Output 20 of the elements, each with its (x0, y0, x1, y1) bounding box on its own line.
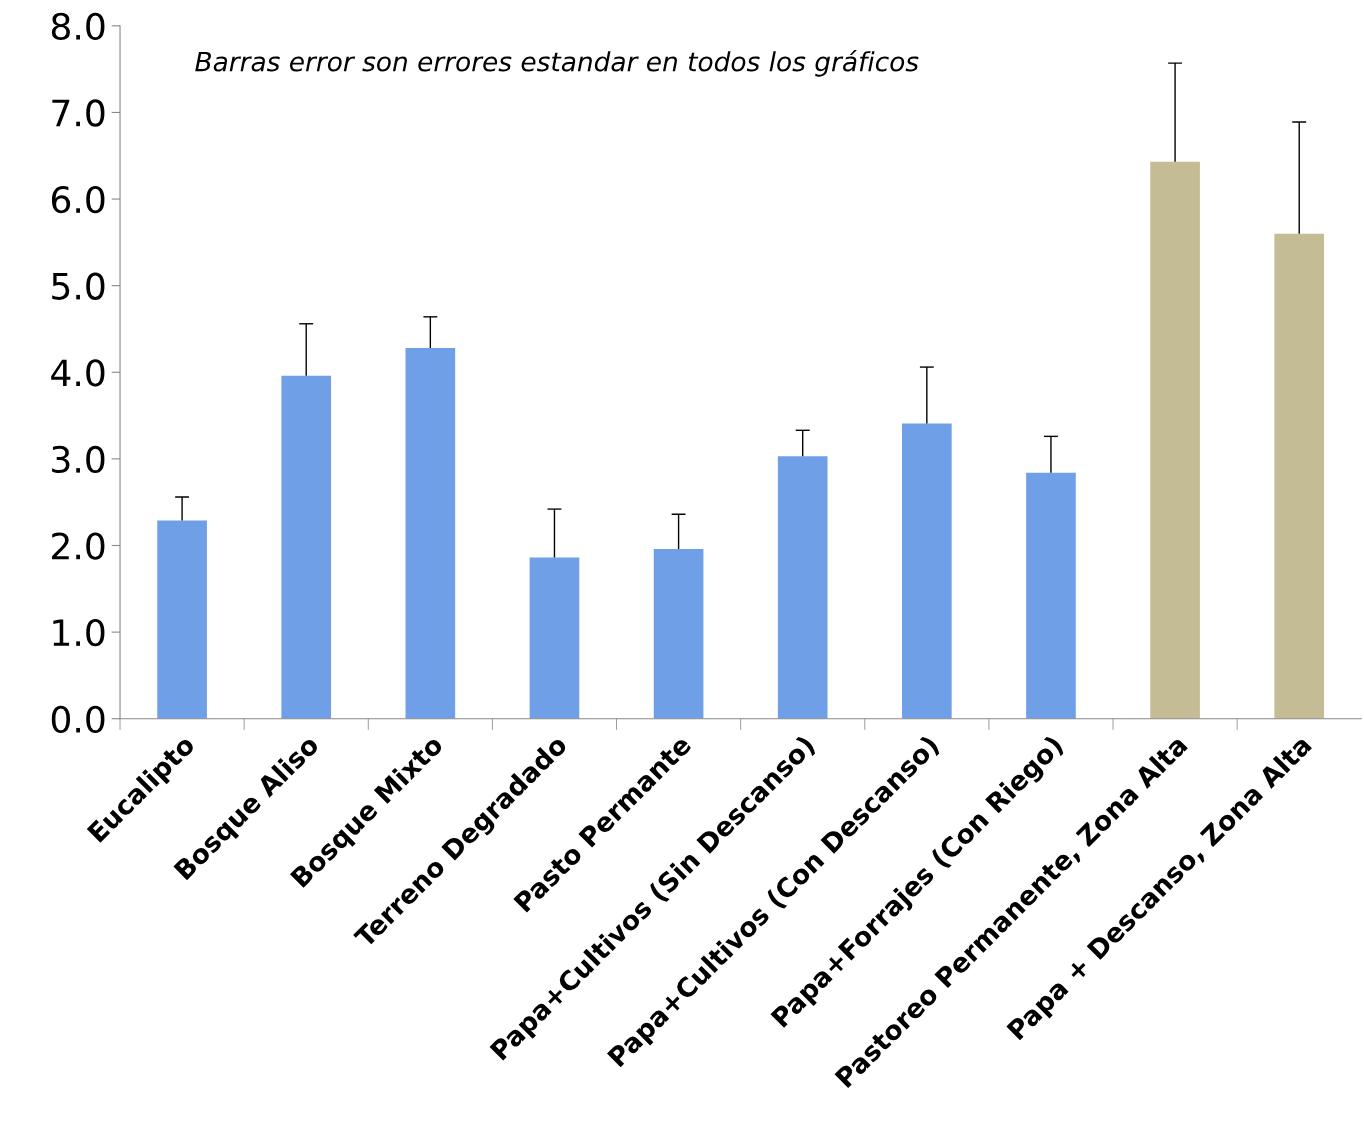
bar (653, 548, 704, 719)
y-tick-label: 7.0 (52, 99, 105, 127)
bar (529, 557, 580, 719)
annotation: Barras error son errores estandar en todos los gráficos (195, 50, 919, 77)
bar (1274, 233, 1325, 719)
bar (1150, 161, 1200, 719)
bar (1026, 472, 1076, 719)
bar (902, 423, 952, 719)
bar (777, 456, 828, 719)
bar (281, 375, 332, 719)
y-tick-label: 4.0 (51, 359, 105, 387)
bar (405, 348, 456, 719)
y-tick-label: 3.0 (52, 445, 105, 474)
y-tick-label: 2.0 (52, 532, 105, 560)
y-tick-label: 0.0 (51, 705, 105, 733)
y-tick-label: 5.0 (52, 272, 105, 300)
bar (157, 520, 207, 719)
y-tick-label: 1.0 (53, 619, 105, 647)
y-tick-label: 8.0 (51, 12, 105, 41)
y-tick-label: 6.0 (51, 185, 105, 214)
